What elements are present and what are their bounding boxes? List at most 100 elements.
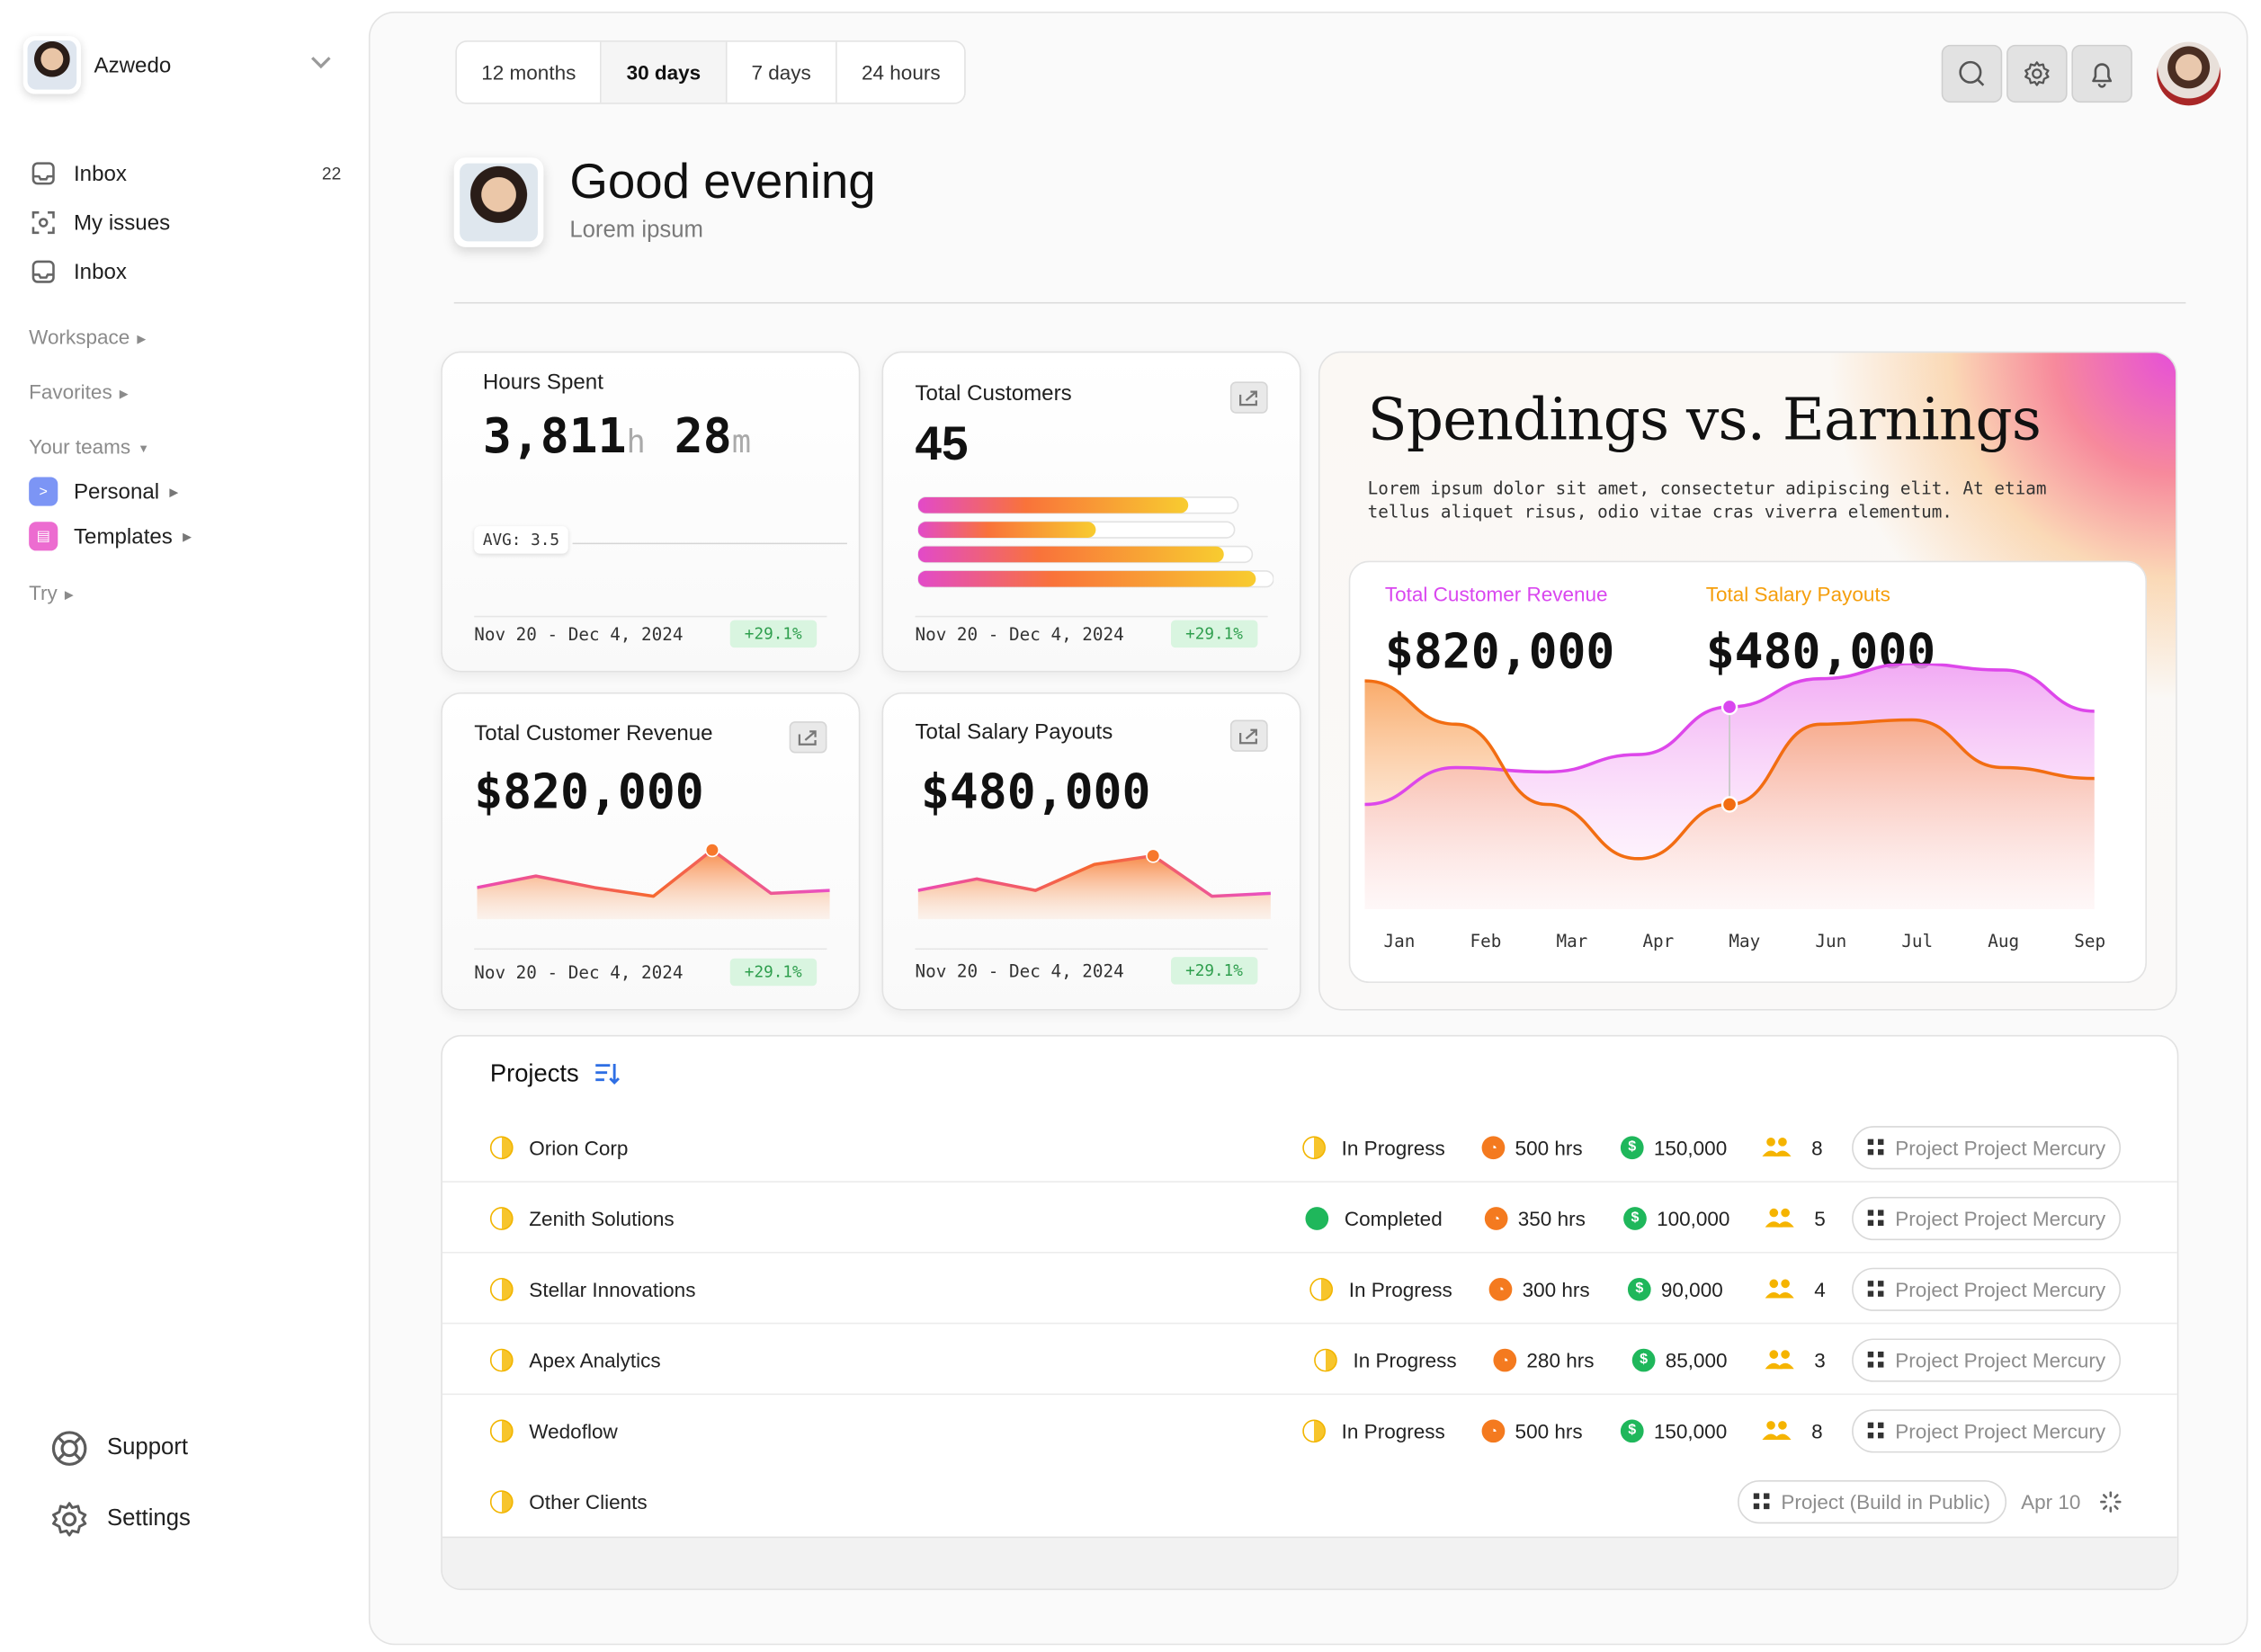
- table-row[interactable]: Stellar Innovations In Progress ◔ 300 hrs $9…: [442, 1254, 2177, 1325]
- project-name-cell: Wedoflow: [489, 1395, 618, 1466]
- page-title: Good evening: [569, 154, 876, 210]
- team-templates[interactable]: ▤ Templates ▶: [29, 522, 192, 551]
- project-hours: 300 hrs: [1522, 1277, 1590, 1300]
- sidebar-item-my-issues[interactable]: My issues: [29, 198, 341, 247]
- salary-point[interactable]: [1720, 796, 1738, 813]
- table-row[interactable]: Apex Analytics In Progress ◔ 280 hrs $85,000…: [442, 1324, 2177, 1396]
- dollar-icon: $: [1627, 1277, 1651, 1300]
- salary-value: $480,000: [920, 763, 1151, 820]
- settings-button[interactable]: [2006, 44, 2068, 103]
- project-tag[interactable]: Project Project Mercury: [1852, 1266, 2122, 1311]
- status-half-icon: [489, 1135, 514, 1159]
- search-button[interactable]: [1941, 44, 2003, 103]
- minutes-number: 28: [674, 407, 732, 464]
- project-tag[interactable]: Project Project Mercury: [1852, 1196, 2122, 1240]
- sidebar-item-inbox[interactable]: Inbox 22: [29, 149, 341, 199]
- range-24-hours[interactable]: 24 hours: [862, 60, 941, 85]
- range-7-days[interactable]: 7 days: [727, 41, 837, 103]
- date-range: Nov 20 - Dec 4, 2024: [915, 960, 1124, 982]
- range-12-months[interactable]: 12 months: [457, 41, 603, 103]
- main-panel: 12 months 30 days 7 days 24 hours Good e…: [368, 11, 2248, 1646]
- team-personal[interactable]: > Personal ▶: [29, 477, 178, 506]
- sidebar-item-inbox-2[interactable]: Inbox: [29, 247, 341, 297]
- project-tag[interactable]: Project Project Mercury: [1852, 1125, 2122, 1169]
- share-icon: [1239, 728, 1257, 745]
- project-tag[interactable]: Project Project Mercury: [1852, 1337, 2122, 1381]
- user-name: Azwedo: [94, 52, 172, 77]
- focus-icon: [29, 208, 58, 237]
- status-half-icon: [1302, 1135, 1326, 1159]
- grid-icon: [1867, 1351, 1884, 1368]
- hours-unit: h: [626, 424, 646, 461]
- grid-icon: [1867, 1422, 1884, 1439]
- salary-label: Total Salary Payouts: [1705, 582, 1890, 606]
- user-switcher[interactable]: Azwedo: [22, 36, 344, 94]
- x-tick-label: Aug: [1988, 931, 2019, 951]
- project-tag[interactable]: Project Project Mercury: [1852, 1408, 2122, 1452]
- people-cell: 4: [1765, 1254, 1826, 1325]
- project-tag[interactable]: Project (Build in Public): [1738, 1479, 2006, 1523]
- project-amount: 150,000: [1653, 1418, 1728, 1442]
- table-row[interactable]: Orion Corp In Progress ◔ 500 hrs $150,000 8 Pr…: [442, 1112, 2177, 1183]
- x-tick-label: Feb: [1470, 931, 1502, 951]
- settings-link[interactable]: Settings: [49, 1499, 338, 1540]
- salary-line: [1364, 679, 2095, 861]
- hours-cell: ◔ 350 hrs: [1484, 1183, 1586, 1254]
- support-link[interactable]: Support: [49, 1428, 338, 1469]
- status-complete-icon: [1305, 1206, 1329, 1230]
- sidebar: Azwedo Inbox 22 My issues: [0, 0, 367, 1652]
- caret-right-icon: ▶: [64, 587, 74, 602]
- status-half-icon: [1314, 1347, 1337, 1371]
- section-workspace[interactable]: Workspace ▶: [29, 326, 146, 349]
- profile-avatar[interactable]: [2157, 41, 2221, 106]
- revenue-point[interactable]: [1720, 698, 1738, 716]
- chevron-down-icon[interactable]: [309, 50, 333, 74]
- table-row[interactable]: Zenith Solutions Completed ◔ 350 hrs $100,00…: [442, 1183, 2177, 1254]
- people-icon: [1765, 1206, 1794, 1229]
- project-name: Orion Corp: [529, 1135, 629, 1159]
- section-try[interactable]: Try ▶: [29, 581, 74, 604]
- section-your-teams[interactable]: Your teams ▼: [29, 435, 149, 459]
- sparkline-peak: [1146, 848, 1161, 863]
- change-badge: +29.1%: [729, 620, 817, 648]
- project-name: Apex Analytics: [529, 1347, 661, 1371]
- share-button[interactable]: [789, 721, 827, 754]
- hours-number: 3,811: [482, 407, 627, 464]
- project-status: Completed: [1344, 1206, 1443, 1230]
- x-tick-label: Jul: [1901, 931, 1933, 951]
- clock-icon: ◔: [1481, 1135, 1506, 1159]
- project-name-cell: Stellar Innovations: [489, 1254, 695, 1325]
- customers-value: 45: [915, 415, 969, 470]
- sparkline-line: [477, 848, 830, 898]
- hours-bar-chart: [572, 491, 847, 579]
- share-icon: [1239, 390, 1257, 406]
- people-icon: [1762, 1136, 1792, 1159]
- lifebuoy-icon: [49, 1428, 90, 1469]
- people-cell: 5: [1765, 1183, 1826, 1254]
- project-people: 4: [1814, 1277, 1826, 1300]
- project-name: Wedoflow: [529, 1418, 618, 1442]
- project-hours: 500 hrs: [1515, 1418, 1583, 1442]
- share-button[interactable]: [1229, 719, 1268, 752]
- table-row[interactable]: Other Clients Project (Build in Public) …: [442, 1466, 2177, 1537]
- chart-panel: Total Customer Revenue Total Salary Payo…: [1348, 560, 2147, 984]
- spend-earn-chart: Jan Feb Mar Apr May Jun Jul Aug Sep: [1364, 663, 2105, 951]
- range-30-days[interactable]: 30 days: [602, 41, 728, 103]
- status-cell: In Progress: [1302, 1112, 1445, 1183]
- status-half-icon: [489, 1347, 514, 1371]
- card-title: Total Customers: [915, 381, 1072, 406]
- notifications-button[interactable]: [2071, 44, 2132, 103]
- inbox-icon: [29, 159, 58, 188]
- project-people: 3: [1814, 1347, 1826, 1371]
- dollar-icon: $: [1623, 1206, 1647, 1230]
- customer-bar: [917, 570, 1256, 587]
- sort-icon[interactable]: [594, 1061, 622, 1087]
- team-label: Templates: [73, 523, 173, 549]
- amount-cell: $85,000: [1631, 1324, 1728, 1395]
- people-icon: [1765, 1277, 1794, 1300]
- tag-label: Project Project Mercury: [1895, 1418, 2106, 1442]
- table-row[interactable]: Wedoflow In Progress ◔ 500 hrs $150,000 8 Proj…: [442, 1395, 2177, 1466]
- hours-value: 3,811h 28m: [483, 407, 751, 464]
- section-favorites[interactable]: Favorites ▶: [29, 380, 128, 404]
- share-button[interactable]: [1229, 381, 1268, 414]
